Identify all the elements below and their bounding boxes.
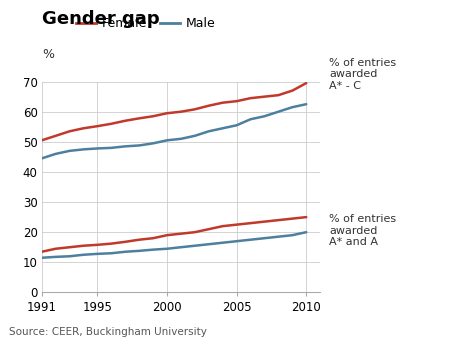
Text: % of entries
awarded
A* - C: % of entries awarded A* - C	[329, 58, 396, 91]
Legend: Female, Male: Female, Male	[75, 17, 215, 30]
Text: %: %	[42, 48, 54, 61]
Text: Source: CEER, Buckingham University: Source: CEER, Buckingham University	[9, 327, 206, 337]
Text: Gender gap: Gender gap	[42, 10, 159, 28]
Text: % of entries
awarded
A* and A: % of entries awarded A* and A	[329, 214, 396, 248]
